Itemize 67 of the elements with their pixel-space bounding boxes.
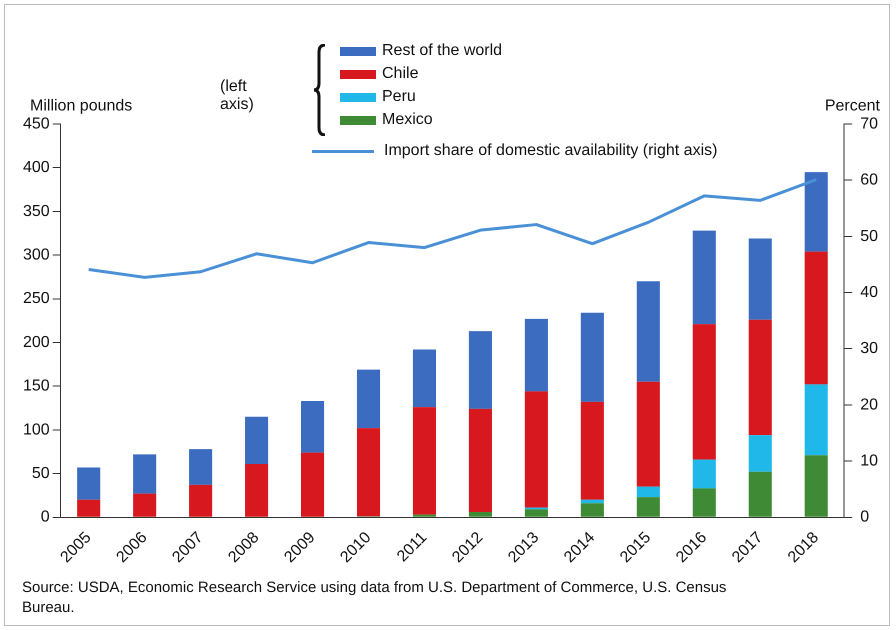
bar bbox=[636, 382, 660, 487]
bar bbox=[804, 455, 828, 517]
legend-label: Rest of the world bbox=[382, 42, 502, 60]
bar bbox=[77, 500, 100, 517]
y-tick-label: 450 bbox=[22, 115, 50, 132]
y-tick-label: 50 bbox=[32, 464, 50, 482]
y-tick-label: 250 bbox=[22, 290, 50, 308]
bar bbox=[133, 494, 156, 517]
bar bbox=[692, 488, 716, 517]
bar bbox=[636, 497, 660, 517]
y-tick-label: 300 bbox=[22, 246, 50, 264]
bar bbox=[804, 384, 828, 456]
y2-tick-label: 60 bbox=[860, 172, 878, 189]
bar bbox=[580, 312, 604, 402]
y2-tick-label: 50 bbox=[860, 228, 878, 245]
source-note: Source: USDA, Economic Research Service using data from U.S. Department of Commerce, U.S. Census Bureau. bbox=[22, 578, 728, 618]
bar bbox=[524, 509, 548, 517]
bar bbox=[748, 320, 772, 436]
bar bbox=[748, 238, 772, 320]
bar bbox=[804, 252, 828, 384]
y-tick-label: 150 bbox=[22, 378, 50, 395]
bar bbox=[356, 370, 380, 428]
bar bbox=[468, 331, 492, 409]
bar bbox=[692, 324, 716, 460]
bar bbox=[636, 486, 660, 498]
bar bbox=[412, 407, 436, 515]
legend-label: Peru bbox=[382, 88, 416, 106]
y2-tick-label: 0 bbox=[860, 508, 870, 526]
bar bbox=[748, 435, 772, 472]
bar bbox=[524, 391, 548, 508]
bar bbox=[133, 454, 156, 494]
y2-tick-label: 70 bbox=[860, 115, 878, 132]
bar bbox=[524, 318, 548, 392]
bar bbox=[412, 349, 436, 408]
bar bbox=[300, 452, 324, 517]
y2-tick-label: 40 bbox=[860, 284, 878, 301]
bar bbox=[300, 401, 324, 453]
bar bbox=[468, 512, 492, 517]
bar bbox=[636, 281, 660, 382]
bar bbox=[580, 503, 604, 517]
bar bbox=[245, 464, 268, 517]
bar bbox=[468, 408, 492, 512]
bar bbox=[692, 460, 716, 488]
bar bbox=[580, 500, 604, 504]
y2-axis-title: Percent bbox=[824, 97, 881, 114]
y2-tick-label: 20 bbox=[860, 396, 878, 414]
y-tick-label: 0 bbox=[40, 508, 50, 526]
bar bbox=[804, 172, 828, 252]
bar bbox=[245, 416, 268, 464]
legend-label: Chile bbox=[382, 65, 418, 83]
y-tick-label: 400 bbox=[22, 159, 50, 176]
y-tick-label: 350 bbox=[22, 202, 50, 220]
y-tick-label: 200 bbox=[22, 334, 50, 351]
text: (left axis) bbox=[220, 78, 254, 114]
y-tick-label: 100 bbox=[22, 421, 50, 438]
legend-label: Mexico bbox=[382, 111, 433, 129]
bar bbox=[189, 484, 212, 517]
bar bbox=[580, 402, 604, 500]
bar bbox=[748, 472, 772, 517]
bar bbox=[77, 467, 100, 500]
y2-tick-label: 10 bbox=[860, 452, 878, 470]
bar bbox=[189, 449, 212, 485]
bar bbox=[356, 428, 380, 516]
y2-tick-label: 30 bbox=[860, 340, 878, 358]
legend-label: Import share of domestic availability (right axis) bbox=[384, 142, 718, 160]
y-axis-title: Million pounds bbox=[30, 97, 132, 114]
bar bbox=[692, 230, 716, 324]
